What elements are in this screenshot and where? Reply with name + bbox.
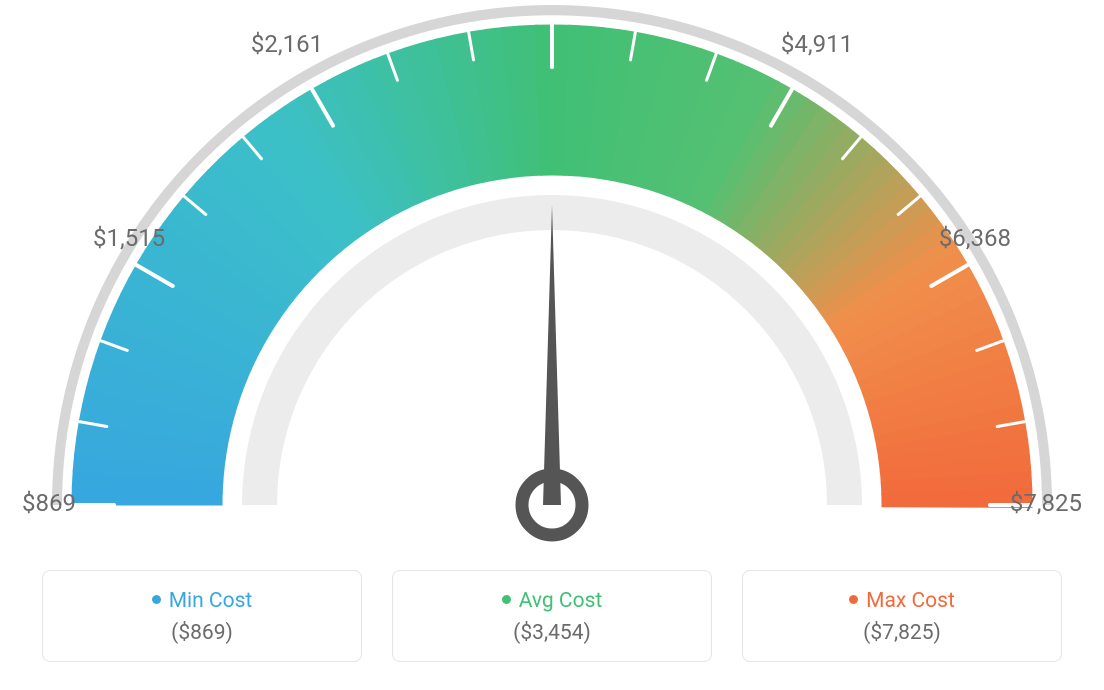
svg-text:$1,515: $1,515 [93, 224, 165, 252]
legend-label: Max Cost [866, 589, 955, 613]
legend-card-min: Min Cost ($869) [42, 570, 362, 662]
legend-value-max: ($7,825) [753, 621, 1051, 645]
legend-value-avg: ($3,454) [403, 621, 701, 645]
legend-value-min: ($869) [53, 621, 351, 645]
legend-title-avg: Avg Cost [403, 589, 701, 613]
dot-icon [849, 595, 858, 604]
cost-gauge-chart: $869$1,515$2,161$3,454$4,911$6,368$7,825 [0, 0, 1104, 560]
legend-row: Min Cost ($869) Avg Cost ($3,454) Max Co… [0, 560, 1104, 672]
legend-title-min: Min Cost [53, 589, 351, 613]
svg-text:$869: $869 [22, 489, 76, 517]
legend-label: Min Cost [169, 589, 253, 613]
legend-card-avg: Avg Cost ($3,454) [392, 570, 712, 662]
svg-text:$2,161: $2,161 [251, 30, 323, 58]
dot-icon [502, 595, 511, 604]
legend-label: Avg Cost [519, 589, 603, 613]
legend-card-max: Max Cost ($7,825) [742, 570, 1062, 662]
svg-text:$4,911: $4,911 [781, 30, 853, 58]
svg-text:$6,368: $6,368 [939, 224, 1011, 252]
dot-icon [152, 595, 161, 604]
svg-text:$7,825: $7,825 [1010, 489, 1082, 517]
legend-title-max: Max Cost [753, 589, 1051, 613]
